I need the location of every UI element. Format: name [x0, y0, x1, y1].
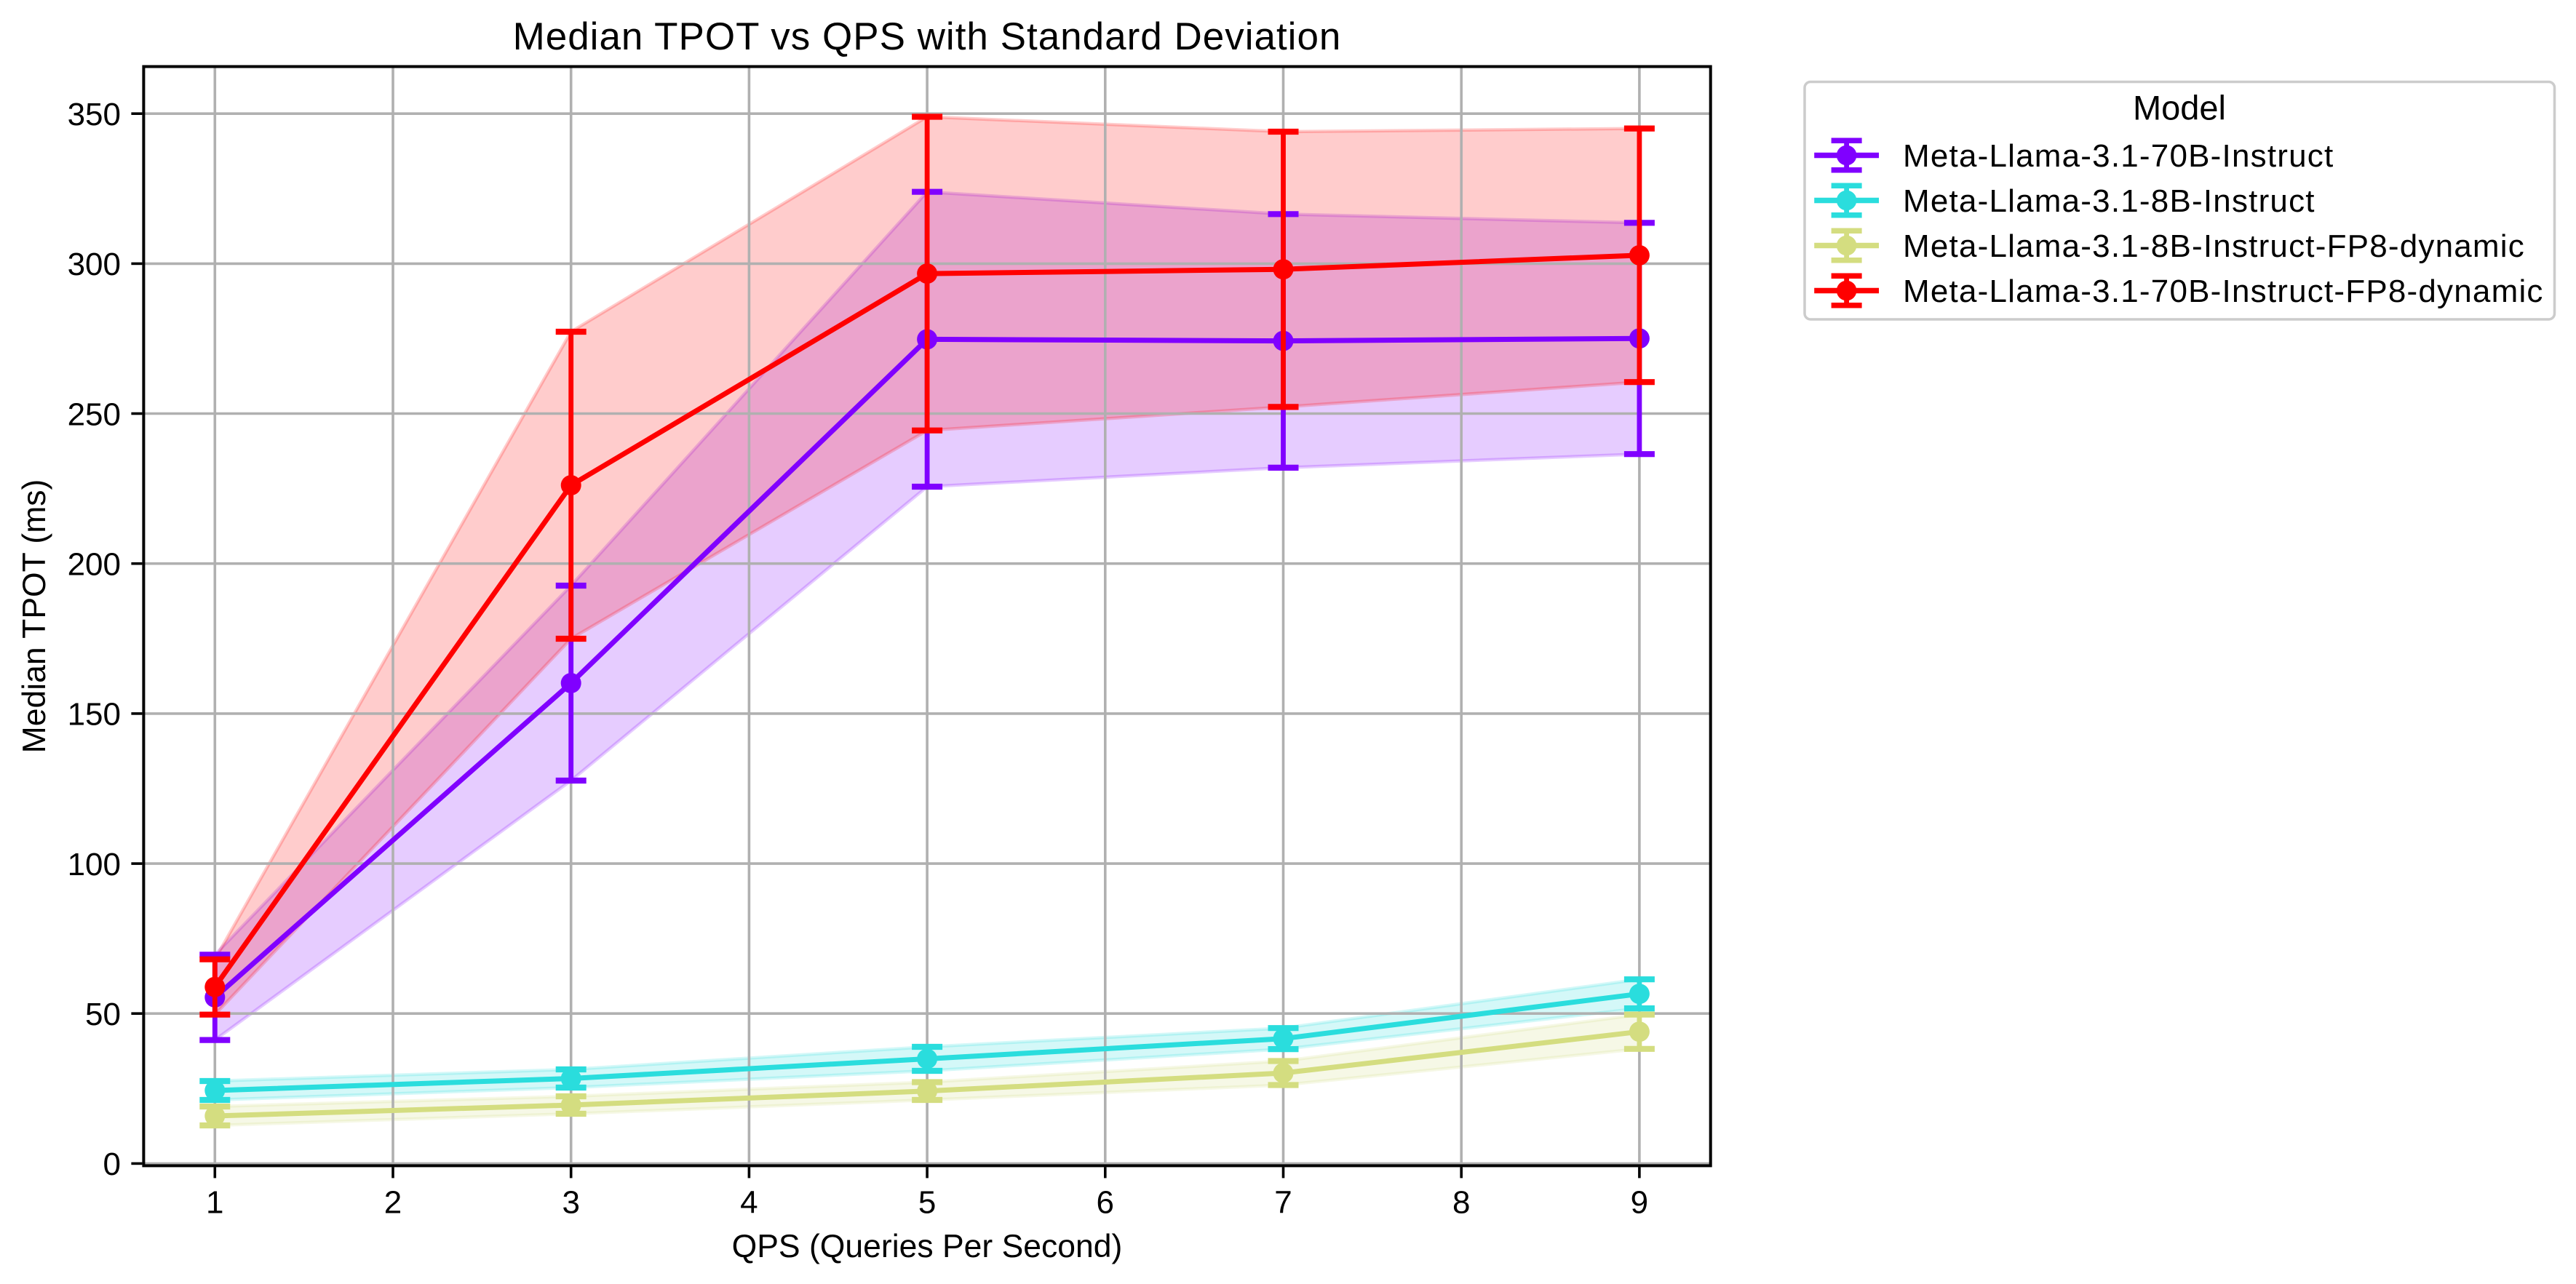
svg-text:5: 5 [918, 1185, 936, 1221]
svg-text:250: 250 [68, 396, 121, 432]
svg-text:Meta-Llama-3.1-70B-Instruct-FP: Meta-Llama-3.1-70B-Instruct-FP8-dynamic [1903, 274, 2544, 309]
svg-text:Median TPOT vs QPS with Standa: Median TPOT vs QPS with Standard Deviati… [513, 15, 1342, 58]
svg-text:300: 300 [68, 247, 121, 282]
svg-text:350: 350 [68, 97, 121, 132]
svg-text:100: 100 [68, 847, 121, 882]
svg-text:7: 7 [1274, 1185, 1292, 1221]
svg-text:150: 150 [68, 697, 121, 733]
svg-text:Meta-Llama-3.1-8B-Instruct-FP8: Meta-Llama-3.1-8B-Instruct-FP8-dynamic [1903, 228, 2525, 264]
svg-text:2: 2 [384, 1185, 402, 1221]
svg-text:3: 3 [562, 1185, 579, 1221]
svg-text:QPS (Queries Per Second): QPS (Queries Per Second) [732, 1229, 1123, 1264]
svg-text:8: 8 [1452, 1185, 1470, 1221]
svg-text:0: 0 [103, 1147, 121, 1182]
svg-text:6: 6 [1097, 1185, 1114, 1221]
svg-text:50: 50 [85, 997, 121, 1032]
svg-text:4: 4 [740, 1185, 758, 1221]
svg-text:9: 9 [1631, 1185, 1648, 1221]
svg-text:200: 200 [68, 547, 121, 583]
svg-text:1: 1 [206, 1185, 223, 1221]
svg-text:Model: Model [2133, 89, 2226, 127]
svg-text:Meta-Llama-3.1-8B-Instruct: Meta-Llama-3.1-8B-Instruct [1903, 183, 2315, 219]
svg-text:Meta-Llama-3.1-70B-Instruct: Meta-Llama-3.1-70B-Instruct [1903, 138, 2334, 174]
svg-text:Median TPOT (ms): Median TPOT (ms) [17, 479, 52, 754]
